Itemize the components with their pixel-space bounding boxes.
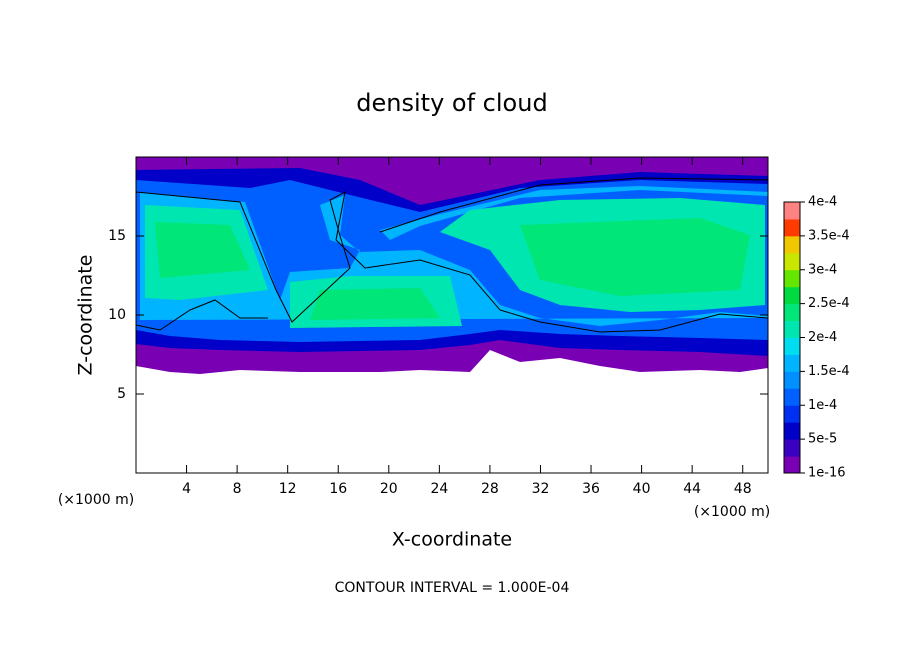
color-swatch: [784, 286, 800, 305]
x-tick-label: 28: [481, 481, 499, 497]
color-swatch: [784, 252, 800, 271]
color-swatch: [784, 218, 800, 237]
x-unit: (×1000 m): [58, 492, 134, 508]
color-swatch: [784, 235, 800, 254]
x-tick-label: 24: [430, 481, 448, 497]
color-swatch: [784, 439, 800, 457]
color-swatch: [784, 320, 800, 338]
x-tick-label: 32: [532, 481, 550, 497]
x-tick-label: 40: [633, 481, 651, 497]
colorbar-tick-label: 3e-4: [808, 262, 837, 277]
color-swatch: [784, 303, 800, 322]
field: [135, 156, 769, 474]
color-swatch: [784, 456, 800, 474]
color-swatch: [784, 354, 800, 372]
y-tick-label: 15: [108, 228, 126, 244]
x-tick-label: 48: [734, 481, 752, 497]
colorbar-tick-label: 3.5e-4: [808, 228, 850, 243]
y-axis-label: Z-coordinate: [75, 255, 97, 376]
y-tick-label: 5: [117, 386, 126, 402]
x-tick-label: 8: [233, 481, 242, 497]
chart-title: density of cloud: [356, 89, 547, 117]
x-tick-label: 36: [582, 481, 600, 497]
x-unit: (×1000 m): [694, 504, 770, 520]
x-tick-label: 4: [182, 481, 191, 497]
note: CONTOUR INTERVAL = 1.000E-04: [335, 580, 570, 596]
colorbar-tick-label: 1e-16: [808, 466, 846, 481]
colorbar-tick-label: 5e-5: [808, 432, 837, 447]
x-tick-label: 44: [683, 481, 701, 497]
color-swatch: [784, 337, 800, 355]
x-tick-label: 16: [329, 481, 347, 497]
x-axis-label: X-coordinate: [392, 529, 512, 551]
y-tick-label: 10: [108, 307, 126, 323]
colorbar-tick-label: 2.5e-4: [808, 296, 850, 311]
colorbar-tick-label: 1e-4: [808, 398, 837, 413]
x-tick-label: 20: [380, 481, 398, 497]
color-swatch: [784, 269, 800, 288]
color-swatch: [784, 405, 800, 423]
color-swatch: [784, 422, 800, 440]
colorbar-tick-label: 4e-4: [808, 195, 837, 210]
color-swatch: [784, 388, 800, 406]
colorbar-tick-label: 2e-4: [808, 330, 837, 345]
x-tick-label: 12: [279, 481, 297, 497]
color-swatch: [784, 202, 800, 220]
colorbar-tick-label: 1.5e-4: [808, 364, 850, 379]
contour-line: [135, 177, 769, 333]
field-band: [155, 218, 750, 320]
color-swatch: [784, 371, 800, 389]
